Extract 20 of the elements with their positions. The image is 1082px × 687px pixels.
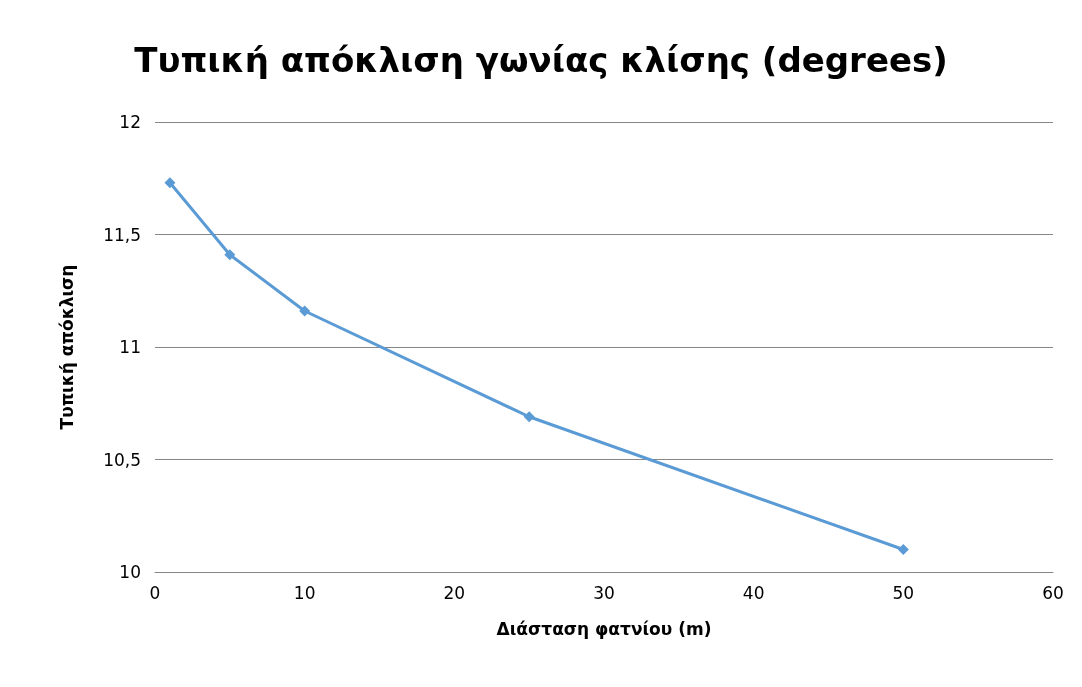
x-tick-label: 50 [892, 582, 915, 603]
point [224, 249, 236, 261]
point [299, 305, 311, 317]
point [897, 544, 909, 555]
chart-title: Τυπική απόκλιση γωνίας κλίσης (degrees) [134, 40, 948, 80]
x-axis-title: Διάσταση φατνίου (m) [496, 618, 712, 639]
x-tick-label: 30 [593, 582, 615, 603]
y-axis-title: Τυπική απόκλιση [56, 264, 77, 430]
x-tick-label: 10 [293, 582, 316, 603]
point [164, 177, 176, 189]
x-tick-label: 60 [1042, 582, 1064, 603]
x-tick-label: 40 [742, 582, 765, 603]
y-tick-label: 11 [119, 337, 141, 357]
y-tick-label: 11,5 [103, 224, 141, 245]
y-tick-label: 12 [119, 112, 141, 132]
y-tick-label: 10 [119, 562, 141, 582]
x-tick-label: 0 [149, 582, 161, 603]
y-tick-label: 10,5 [103, 449, 141, 470]
x-tick-label: 20 [443, 582, 466, 603]
point [523, 411, 535, 423]
